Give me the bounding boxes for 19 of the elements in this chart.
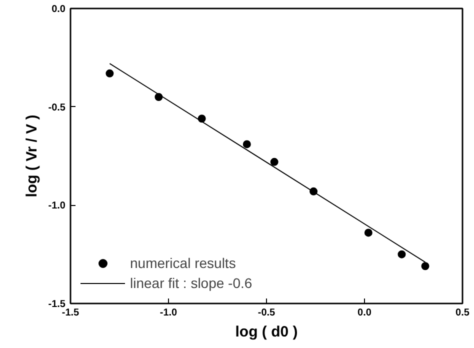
x-tick-label: -1.5 xyxy=(62,308,80,318)
point xyxy=(242,140,251,148)
y-tick-label: -0.5 xyxy=(48,102,66,114)
point xyxy=(106,69,114,78)
x-tick-label: -1.0 xyxy=(160,308,178,318)
y-tick-label: -1.5 xyxy=(48,299,66,310)
point xyxy=(364,228,372,237)
x-axis-title: log ( d0 ) xyxy=(235,324,298,340)
y-tick-label: -1.0 xyxy=(48,200,66,212)
legend-label: numerical results xyxy=(130,255,236,271)
legend-label: linear fit : slope -0.6 xyxy=(130,275,252,291)
y-tick-label: 0.0 xyxy=(52,4,66,15)
x-tick-label: 0.5 xyxy=(456,308,470,318)
x-tick-label: -0.5 xyxy=(258,308,276,318)
point xyxy=(270,158,278,166)
point xyxy=(421,262,430,270)
y-axis-title: log ( Vr / V ) xyxy=(23,114,40,198)
point xyxy=(398,250,406,258)
x-tick-label: 0.0 xyxy=(358,308,372,318)
